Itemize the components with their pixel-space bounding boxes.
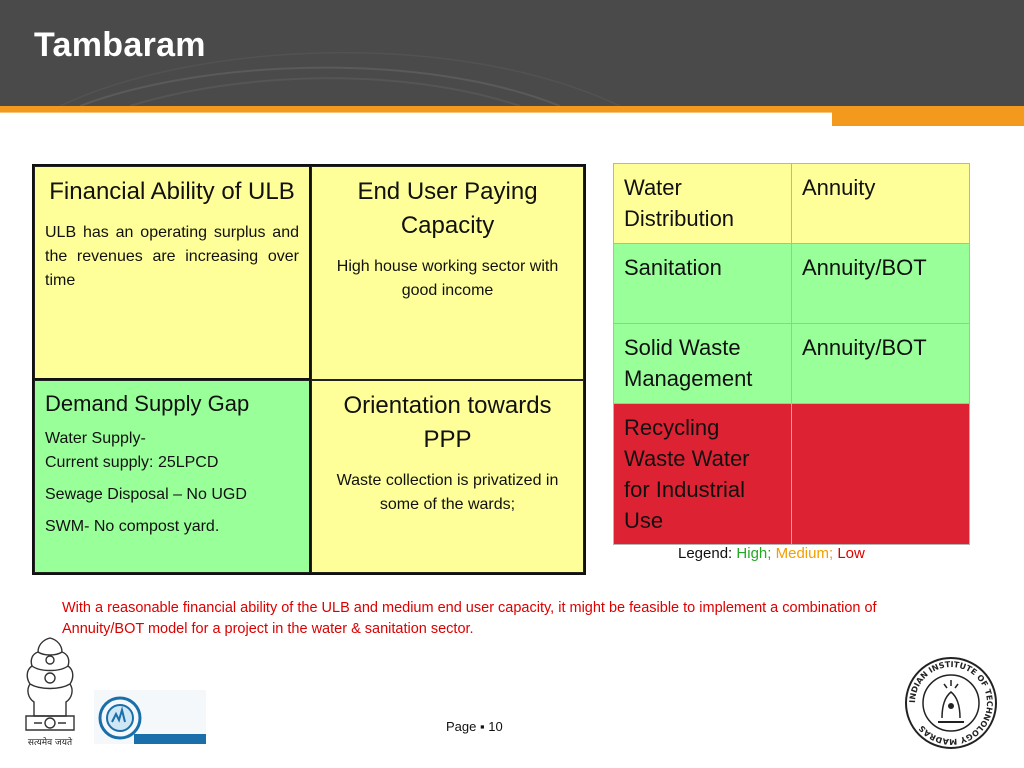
model-cell: Annuity/BOT	[791, 243, 970, 324]
financial-ability-text: ULB has an operating surplus and the rev…	[45, 224, 299, 289]
emblem-caption: सत्यमेव जयते	[28, 736, 73, 748]
page-label: Page	[446, 719, 477, 734]
legend-label: Legend:	[678, 545, 733, 562]
financial-ability-heading: Financial Ability of ULB	[49, 178, 295, 205]
accent-tab	[832, 112, 1024, 126]
ppp-orientation-cell: Orientation towards PPP Waste collection…	[311, 380, 584, 573]
sector-model-table: Water Distribution Annuity Sanitation An…	[613, 163, 970, 545]
slide-header: Tambaram	[0, 0, 1024, 106]
slide-title: Tambaram	[34, 26, 206, 64]
swm-line: SWM- No compost yard.	[45, 518, 220, 535]
header-swoosh	[59, 51, 621, 106]
sector-cell: Water Distribution	[613, 163, 792, 244]
conclusion-note: With a reasonable financial ability of t…	[62, 600, 877, 637]
model-cell: Annuity	[791, 163, 970, 244]
current-supply-line: Current supply: 25LPCD	[45, 454, 219, 471]
sewage-disposal-line: Sewage Disposal – No UGD	[45, 486, 247, 503]
demand-supply-gap-cell: Demand Supply Gap Water Supply- Current …	[34, 380, 311, 573]
table-row: Water Distribution Annuity	[613, 163, 970, 244]
end-user-capacity-cell: End User Paying Capacity High house work…	[311, 166, 584, 380]
page-number: Page ▪ 10	[446, 719, 503, 734]
sector-cell: Recycling Waste Water for Industrial Use	[613, 403, 792, 545]
accent-bar	[0, 106, 1024, 112]
page-number-value: 10	[488, 719, 503, 734]
end-user-capacity-text: High house working sector with good inco…	[336, 258, 559, 299]
assessment-quadrant: Financial Ability of ULB ULB has an oper…	[32, 164, 586, 575]
legend-medium: Medium;	[775, 545, 834, 562]
legend-low: Low	[837, 545, 865, 562]
page-separator: ▪	[480, 719, 485, 734]
model-cell: Annuity/BOT	[791, 323, 970, 404]
table-row: Sanitation Annuity/BOT	[613, 243, 970, 324]
organization-logo-icon	[94, 690, 206, 744]
table-row: Recycling Waste Water for Industrial Use	[613, 403, 970, 545]
table-row: Solid Waste Management Annuity/BOT	[613, 323, 970, 404]
sector-cell: Solid Waste Management	[613, 323, 792, 404]
iit-madras-logo-icon: INDIAN INSTITUTE OF TECHNOLOGY MADRAS	[905, 657, 997, 749]
financial-ability-cell: Financial Ability of ULB ULB has an oper…	[34, 166, 311, 380]
ashoka-emblem-icon: सत्यमेव जयते	[25, 637, 75, 748]
water-supply-line: Water Supply-	[45, 430, 146, 447]
sector-cell: Sanitation	[613, 243, 792, 324]
accent-line	[0, 112, 832, 113]
legend-high: High;	[736, 545, 772, 562]
ppp-orientation-text: Waste collection is privatized in some o…	[336, 472, 559, 513]
end-user-capacity-heading: End User Paying Capacity	[357, 178, 538, 239]
model-cell	[791, 403, 970, 545]
legend: Legend: High; Medium; Low	[678, 545, 865, 562]
ppp-orientation-heading: Orientation towards PPP	[343, 392, 552, 453]
demand-supply-gap-heading: Demand Supply Gap	[45, 391, 250, 416]
